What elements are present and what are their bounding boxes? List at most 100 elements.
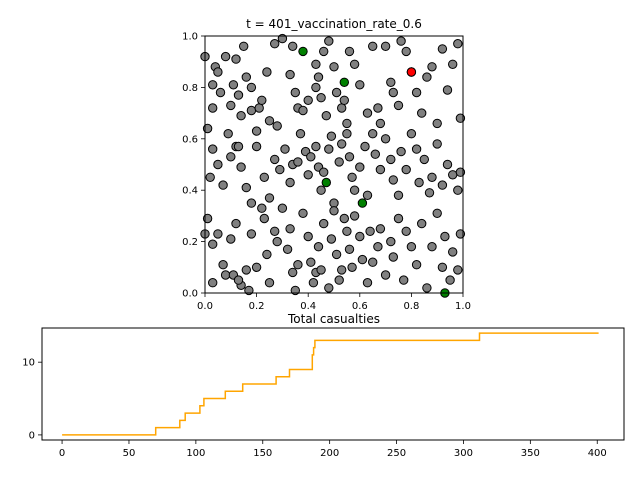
- gray-point: [270, 39, 280, 49]
- gray-point: [215, 87, 226, 98]
- gray-point: [342, 118, 352, 129]
- gray-point: [236, 111, 246, 121]
- line-axes-frame: [41, 327, 625, 441]
- gray-point: [393, 213, 404, 224]
- gray-point: [270, 154, 280, 165]
- gray-point: [264, 193, 275, 203]
- gray-point: [316, 265, 326, 275]
- scatter-points: [200, 33, 466, 298]
- gray-point: [288, 267, 298, 278]
- gray-point: [344, 244, 355, 255]
- gray-point: [396, 146, 406, 157]
- gray-point: [311, 82, 321, 93]
- gray-point: [262, 67, 272, 77]
- gray-point: [306, 257, 316, 267]
- gray-point: [455, 167, 466, 177]
- gray-point: [319, 167, 329, 177]
- gray-point: [411, 260, 422, 270]
- line-x-tick-label: 200: [320, 448, 339, 459]
- gray-point: [355, 80, 365, 90]
- gray-point: [298, 208, 308, 219]
- gray-point: [316, 93, 326, 103]
- gray-point: [319, 46, 329, 57]
- gray-point: [360, 141, 370, 152]
- gray-point: [380, 270, 391, 280]
- gray-point: [220, 51, 231, 62]
- gray-point: [264, 116, 275, 126]
- gray-point: [339, 213, 349, 224]
- gray-point: [386, 154, 396, 165]
- gray-point: [329, 206, 339, 216]
- gray-point: [208, 103, 218, 113]
- gray-point: [259, 172, 269, 183]
- gray-point: [422, 72, 432, 82]
- gray-point: [285, 224, 295, 234]
- gray-point: [417, 108, 427, 118]
- gray-point: [228, 80, 239, 90]
- gray-point: [205, 172, 215, 183]
- gray-point: [295, 129, 306, 139]
- gray-point: [272, 121, 282, 131]
- gray-point: [241, 72, 252, 82]
- gray-point: [388, 175, 398, 185]
- gray-point: [290, 87, 300, 98]
- scatter-x-tick-label: 0.8: [403, 301, 419, 312]
- gray-point: [331, 87, 342, 98]
- gray-point: [422, 283, 432, 293]
- gray-point: [218, 180, 228, 190]
- gray-point: [440, 231, 450, 242]
- scatter-chart: t = 401_vaccination_rate_0.6 0.0 0.2 0.4 0.…: [182, 17, 471, 312]
- scatter-x-tick-label: 0.4: [300, 301, 316, 312]
- gray-point: [246, 198, 257, 208]
- gray-point: [344, 46, 355, 57]
- gray-point: [226, 152, 236, 162]
- gray-point: [437, 44, 448, 54]
- green-point: [298, 46, 308, 57]
- gray-point: [236, 162, 246, 172]
- gray-point: [411, 144, 422, 154]
- gray-point: [362, 278, 373, 288]
- gray-point: [362, 108, 373, 118]
- gray-point: [254, 103, 264, 113]
- gray-point: [324, 283, 334, 293]
- gray-point: [319, 218, 329, 229]
- gray-point: [347, 172, 357, 183]
- gray-point: [427, 172, 437, 183]
- gray-point: [401, 226, 411, 237]
- gray-point: [275, 164, 285, 175]
- gray-point: [419, 154, 429, 165]
- gray-point: [208, 80, 218, 90]
- gray-point: [388, 252, 398, 262]
- gray-point: [311, 141, 321, 152]
- scatter-y-tick-label: 0.2: [182, 237, 198, 248]
- gray-point: [326, 234, 337, 244]
- gray-point: [293, 157, 303, 167]
- gray-point: [231, 218, 241, 229]
- scatter-title: t = 401_vaccination_rate_0.6: [246, 17, 422, 31]
- gray-point: [329, 198, 339, 208]
- scatter-y-tick-label: 0.4: [182, 186, 198, 197]
- gray-point: [321, 111, 331, 121]
- gray-point: [375, 164, 386, 175]
- gray-point: [424, 188, 435, 198]
- gray-point: [233, 275, 244, 285]
- gray-point: [277, 203, 288, 213]
- gray-point: [344, 152, 355, 162]
- gray-point: [427, 62, 437, 72]
- gray-point: [411, 87, 422, 98]
- gray-point: [272, 236, 282, 247]
- gray-point: [337, 103, 347, 113]
- green-point: [321, 177, 331, 188]
- scatter-y-tick-label: 0.8: [182, 83, 198, 94]
- gray-point: [313, 72, 324, 82]
- gray-point: [388, 87, 398, 98]
- green-point: [339, 77, 349, 88]
- scatter-y-ticks: 0.0 0.2 0.4 0.6 0.8 1.0: [182, 32, 205, 300]
- gray-point: [442, 85, 453, 95]
- gray-point: [244, 285, 254, 296]
- gray-point: [303, 231, 313, 242]
- gray-point: [220, 270, 231, 280]
- scatter-y-tick-label: 0.6: [182, 134, 198, 145]
- line-x-tick-label: 250: [387, 448, 406, 459]
- gray-point: [293, 260, 303, 270]
